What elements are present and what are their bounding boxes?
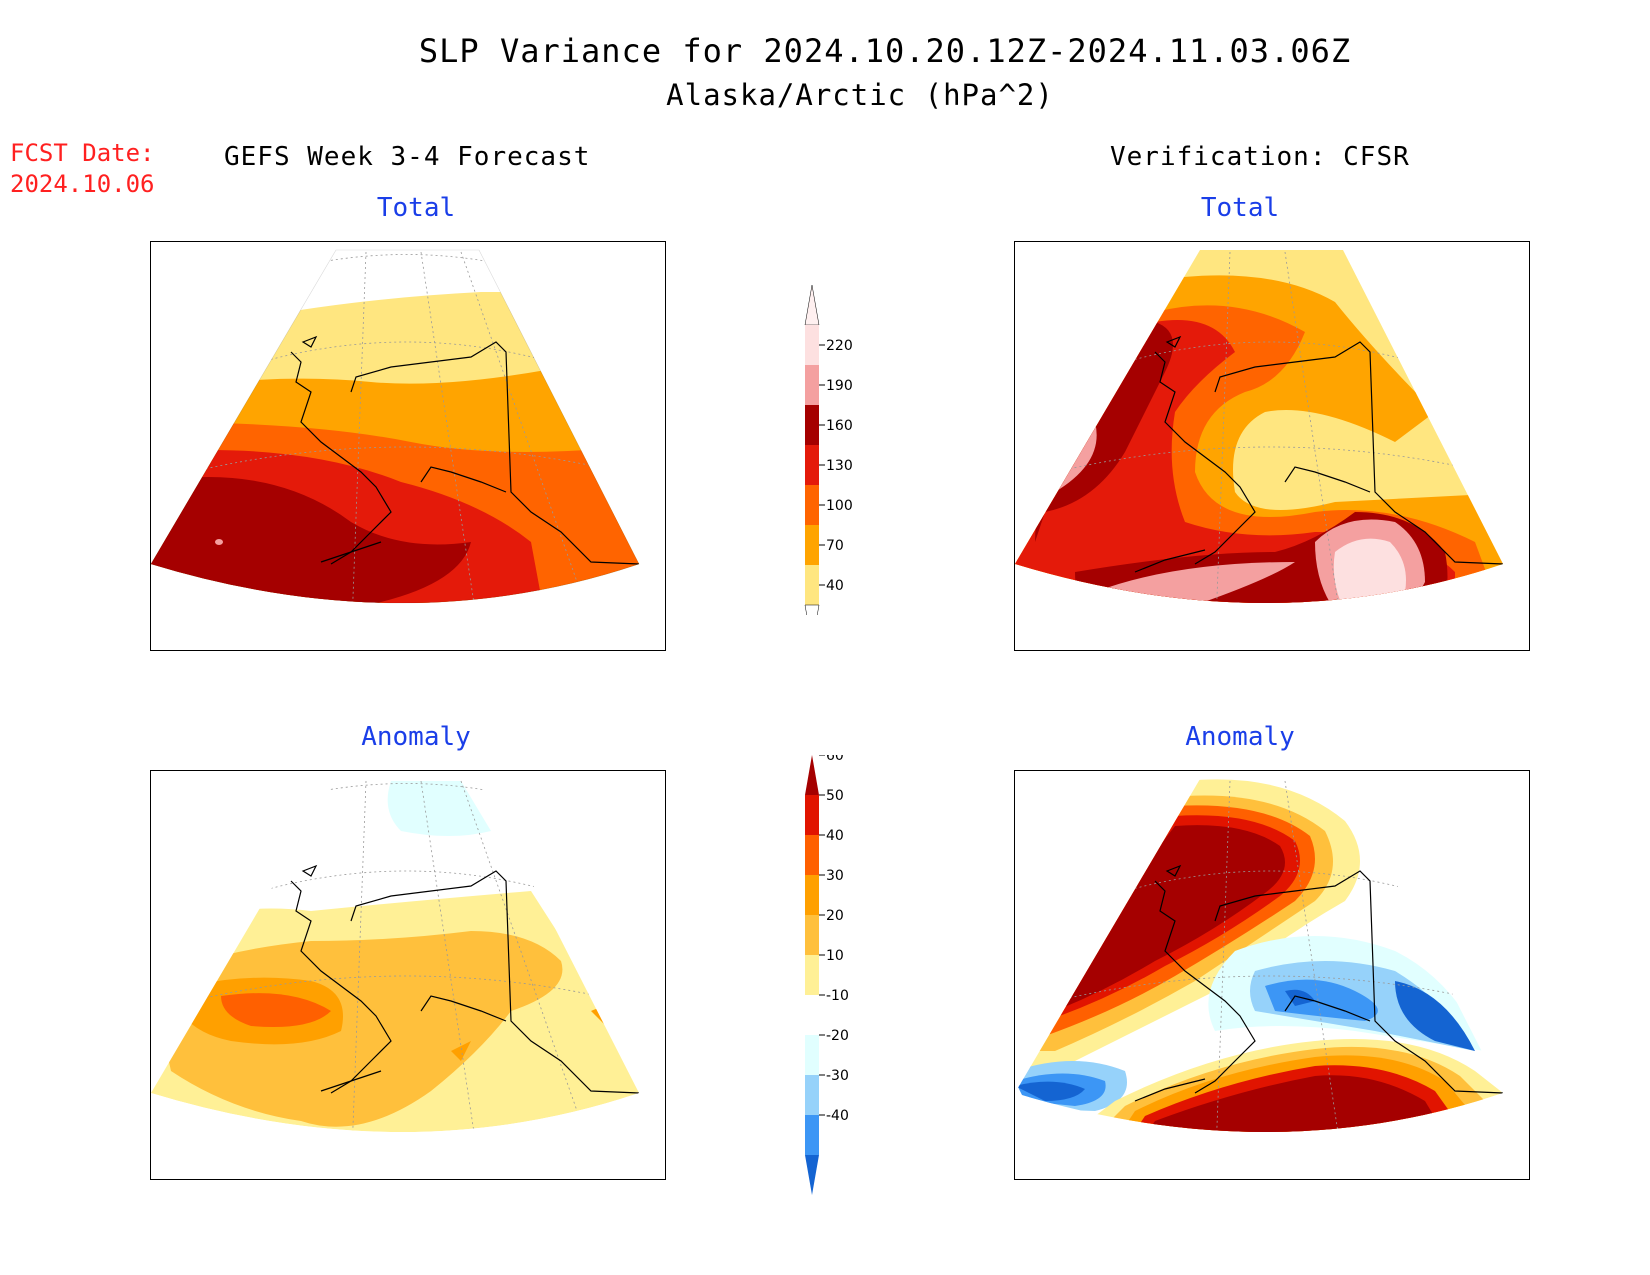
subtitle-cfsr-total: Total (1200, 193, 1280, 223)
subtitle-gefs-anomaly: Anomaly (361, 722, 471, 752)
colorbar-tick-label: 50 (826, 788, 844, 804)
colorbar-swatch (805, 835, 819, 875)
graticule (1054, 780, 1486, 1132)
colorbar-bottom-tip (805, 1155, 819, 1195)
forecast-date-label: FCST Date: (10, 139, 155, 167)
contour-160-190-north (1035, 322, 1173, 542)
main-subtitle: Alaska/Arctic (hPa^2) (666, 78, 1054, 112)
colorbar-top-tip (804, 285, 820, 326)
colorbar-swatch (805, 915, 819, 955)
colorbar-anomaly: -40 -30 -20 -10 10 20 30 40 50 60 (805, 755, 849, 1195)
colorbar-swatch (805, 525, 819, 565)
coastline (290, 864, 639, 1094)
column-title-verification: Verification: CFSR (1110, 142, 1410, 172)
colorbar-tick-label: 40 (826, 828, 844, 844)
column-title-forecast: GEFS Week 3-4 Forecast (224, 142, 591, 172)
colorbar-tick-label: 160 (826, 418, 853, 434)
graticule (1054, 251, 1486, 603)
colorbar-tick-label: -30 (826, 1068, 849, 1084)
contour-220-plus (1333, 538, 1406, 603)
colorbar-tick-label: -10 (826, 988, 849, 1004)
forecast-date: FCST Date: 2024.10.06 (10, 138, 155, 200)
colorbar-swatch (805, 325, 819, 365)
map-panel-cfsr-anomaly (1014, 770, 1530, 1180)
colorbar-tick-label: 100 (826, 498, 853, 514)
colorbar-swatch (805, 365, 819, 405)
main-title: SLP Variance for 2024.10.20.12Z-2024.11.… (418, 32, 1352, 70)
colorbar-tick-label: 20 (826, 908, 844, 924)
map-panel-cfsr-total (1014, 241, 1530, 651)
map-panel-gefs-total (150, 241, 666, 651)
contour-40-50 (221, 993, 331, 1027)
colorbar-swatch (805, 795, 819, 835)
colorbar-tick-label: 30 (826, 868, 844, 884)
colorbar-tick-label: 40 (826, 578, 844, 594)
coastline (1134, 335, 1503, 573)
colorbar-swatch (805, 405, 819, 445)
colorbar-tick-label: 220 (826, 338, 853, 354)
coastline (290, 335, 639, 565)
colorbar-swatch (805, 955, 819, 995)
contour-160-190 (151, 477, 471, 603)
contour-minus10-minus20 (387, 781, 491, 836)
colorbar-swatch (805, 1115, 819, 1155)
colorbar-tick-label: 190 (826, 378, 853, 394)
colorbar-swatch (805, 1075, 819, 1115)
contour-minus40-west (1015, 1081, 1085, 1101)
contour-minus40-east (1395, 981, 1475, 1051)
coastline (1134, 864, 1503, 1102)
subtitle-cfsr-anomaly: Anomaly (1185, 722, 1295, 752)
colorbar-swatch (805, 875, 819, 915)
colorbar-tick-label: -40 (826, 1108, 849, 1124)
colorbar-swatch (805, 445, 819, 485)
forecast-date-value: 2024.10.06 (10, 170, 155, 198)
colorbar-swatch (805, 1035, 819, 1075)
subtitle-gefs-total: Total (376, 193, 456, 223)
colorbar-swatch (805, 995, 819, 1035)
colorbar-tick-label: 70 (826, 538, 844, 554)
colorbar-top-tip (805, 755, 819, 795)
colorbar-tick-label: -20 (826, 1028, 849, 1044)
map-panel-gefs-anomaly (150, 770, 666, 1180)
colorbar-total: 40 70 100 130 160 190 220 (804, 285, 853, 615)
colorbar-tick-label: 10 (826, 948, 844, 964)
colorbar-swatch (805, 485, 819, 525)
colorbar-bottom-tip (804, 604, 820, 615)
colorbar-swatch (805, 565, 819, 605)
colorbar-tick-label: 60 (826, 755, 844, 764)
colorbar-tick-label: 130 (826, 458, 853, 474)
